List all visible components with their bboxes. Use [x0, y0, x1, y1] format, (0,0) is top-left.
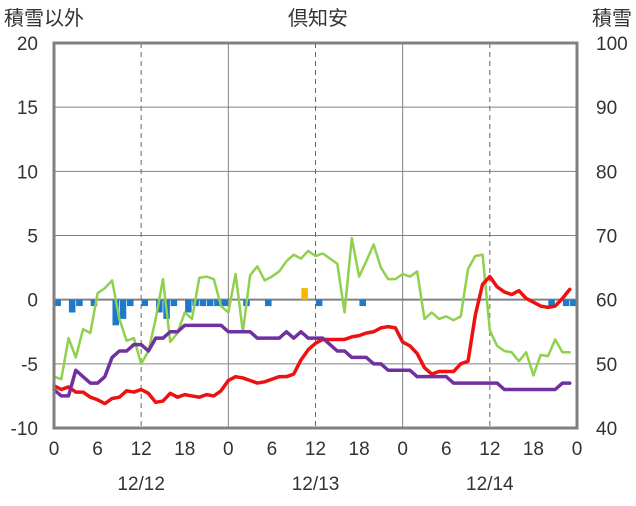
precip-bar	[315, 299, 323, 307]
series-lines	[52, 236, 572, 406]
precip-bar	[127, 299, 134, 307]
x-date-label: 12/13	[292, 474, 340, 495]
precip-bar	[221, 299, 228, 307]
snow_depth-series-line	[52, 323, 572, 398]
precip-bar	[562, 299, 570, 307]
right-tick-label: 70	[596, 227, 617, 248]
precip-bar	[359, 299, 366, 307]
temperature-series-line	[52, 274, 572, 406]
gridlines	[54, 43, 577, 428]
precip-bar	[119, 299, 127, 319]
right-axis-label: 積雪	[592, 7, 632, 30]
x-hour-tick-label: 0	[223, 439, 234, 460]
plot-frame	[52, 41, 579, 430]
x-date-label: 12/12	[117, 474, 165, 495]
right-tick-label: 90	[596, 98, 617, 119]
left-tick-label: -5	[21, 355, 38, 376]
left-tick-label: 5	[27, 227, 38, 248]
x-hour-tick-label: 0	[49, 439, 60, 460]
x-axis-hour-ticks: 0 6 12 18 0 6 12 18 0 6 12 18 0	[49, 439, 583, 460]
left-tick-label: 0	[27, 291, 38, 312]
x-hour-tick-label: 6	[267, 439, 278, 460]
x-hour-tick-label: 18	[174, 439, 195, 460]
right-tick-label: 40	[596, 419, 617, 440]
precip-bar	[185, 299, 192, 313]
precip-bar	[206, 299, 214, 307]
x-hour-tick-label: 18	[523, 439, 544, 460]
x-hour-tick-label: 0	[397, 439, 408, 460]
precip-bar	[199, 299, 207, 307]
precip-bar	[68, 299, 76, 313]
precip-bar	[54, 299, 61, 307]
precip-bar	[90, 299, 98, 307]
left-tick-label: 15	[17, 98, 38, 119]
x-hour-tick-label: 12	[305, 439, 326, 460]
x-hour-tick-label: 0	[572, 439, 583, 460]
precip-bar	[170, 299, 178, 307]
right-tick-label: 80	[596, 162, 617, 183]
x-hour-tick-label: 6	[441, 439, 452, 460]
plot-frame-border	[52, 41, 579, 430]
precip-bar	[156, 299, 163, 313]
left-tick-label: 20	[17, 34, 38, 55]
x-hour-tick-label: 18	[349, 439, 370, 460]
left-axis-ticks: 20 15 10 5 0 -5 -10	[11, 34, 38, 440]
left-axis-label: 積雪以外	[4, 7, 84, 30]
precip-bar	[141, 299, 149, 307]
right-tick-label: 100	[596, 34, 628, 55]
wind-series-line	[52, 236, 571, 381]
x-axis-date-labels: 12/12 12/13 12/14	[117, 474, 514, 495]
right-tick-label: 50	[596, 355, 617, 376]
right-tick-label: 60	[596, 291, 617, 312]
left-tick-label: 10	[17, 162, 38, 183]
left-tick-label: -10	[11, 419, 38, 440]
precip-bar	[548, 299, 555, 307]
x-hour-tick-label: 6	[92, 439, 103, 460]
precip-bar	[301, 288, 308, 300]
right-axis-ticks: 100 90 80 70 60 50 40	[596, 34, 628, 440]
precip-bar	[570, 299, 577, 307]
chart-title: 倶知安	[288, 7, 348, 30]
x-date-label: 12/14	[466, 474, 514, 495]
precip-bar	[265, 299, 272, 307]
x-hour-tick-label: 12	[479, 439, 500, 460]
precip-bar	[112, 299, 120, 326]
x-hour-tick-label: 12	[131, 439, 152, 460]
precip-bar	[214, 299, 221, 307]
precip-bar	[76, 299, 83, 307]
